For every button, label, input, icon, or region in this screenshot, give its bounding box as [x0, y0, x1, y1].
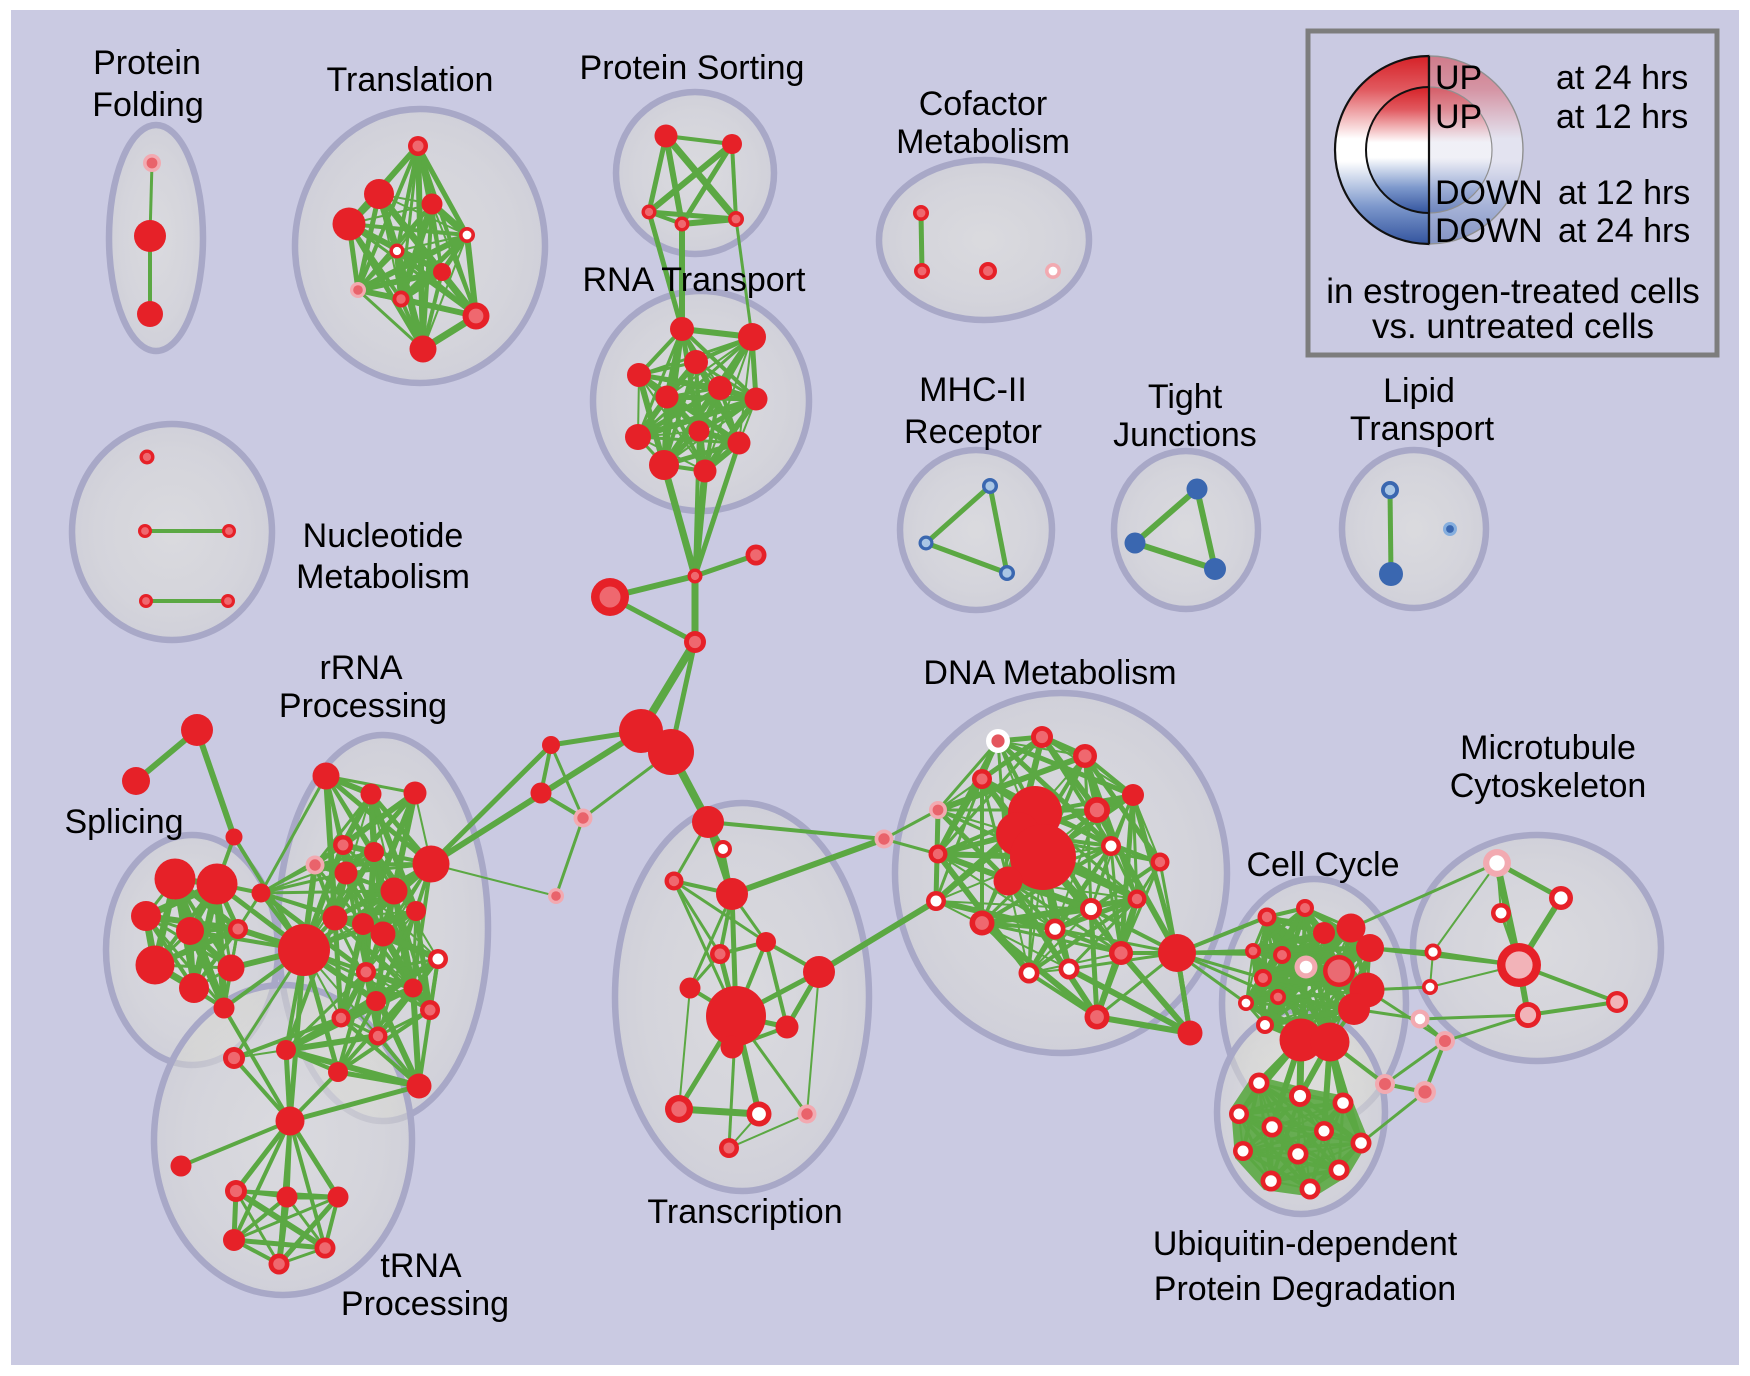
svg-text:DOWN: DOWN	[1435, 212, 1543, 250]
svg-text:Receptor: Receptor	[904, 413, 1042, 451]
svg-text:Transport: Transport	[1350, 410, 1495, 448]
svg-text:Processing: Processing	[279, 687, 447, 725]
svg-text:at 24 hrs: at 24 hrs	[1556, 59, 1688, 97]
svg-text:tRNA: tRNA	[380, 1247, 462, 1285]
svg-text:Metabolism: Metabolism	[896, 123, 1070, 161]
svg-text:Junctions: Junctions	[1113, 416, 1257, 454]
svg-text:at 12 hrs: at 12 hrs	[1558, 174, 1690, 212]
svg-text:Nucleotide: Nucleotide	[303, 517, 464, 555]
svg-text:Protein Sorting: Protein Sorting	[580, 49, 805, 87]
svg-text:Protein Degradation: Protein Degradation	[1154, 1270, 1456, 1308]
svg-text:in estrogen-treated cells: in estrogen-treated cells	[1326, 272, 1700, 311]
svg-text:DNA Metabolism: DNA Metabolism	[923, 654, 1176, 692]
svg-text:at 24 hrs: at 24 hrs	[1558, 212, 1690, 250]
svg-text:Ubiquitin-dependent: Ubiquitin-dependent	[1153, 1225, 1458, 1263]
svg-text:Cofactor: Cofactor	[919, 85, 1048, 123]
svg-text:UP: UP	[1435, 59, 1482, 97]
svg-text:Metabolism: Metabolism	[296, 558, 470, 596]
svg-text:MHC-II: MHC-II	[919, 371, 1027, 409]
svg-text:Tight: Tight	[1148, 378, 1223, 416]
svg-text:vs. untreated cells: vs. untreated cells	[1372, 307, 1654, 346]
svg-text:rRNA: rRNA	[319, 649, 402, 687]
svg-text:Cell Cycle: Cell Cycle	[1246, 846, 1399, 884]
svg-text:RNA Transport: RNA Transport	[583, 261, 807, 299]
svg-text:Folding: Folding	[92, 86, 204, 124]
svg-text:UP: UP	[1435, 98, 1482, 136]
svg-text:Transcription: Transcription	[647, 1193, 842, 1231]
svg-text:DOWN: DOWN	[1435, 174, 1543, 212]
svg-text:Translation: Translation	[327, 61, 494, 99]
svg-text:Splicing: Splicing	[64, 803, 183, 841]
svg-text:Microtubule: Microtubule	[1460, 729, 1636, 767]
svg-text:at 12 hrs: at 12 hrs	[1556, 98, 1688, 136]
svg-text:Protein: Protein	[93, 44, 201, 82]
svg-text:Cytoskeleton: Cytoskeleton	[1450, 767, 1647, 805]
svg-text:Lipid: Lipid	[1383, 372, 1455, 410]
svg-text:Processing: Processing	[341, 1285, 509, 1323]
